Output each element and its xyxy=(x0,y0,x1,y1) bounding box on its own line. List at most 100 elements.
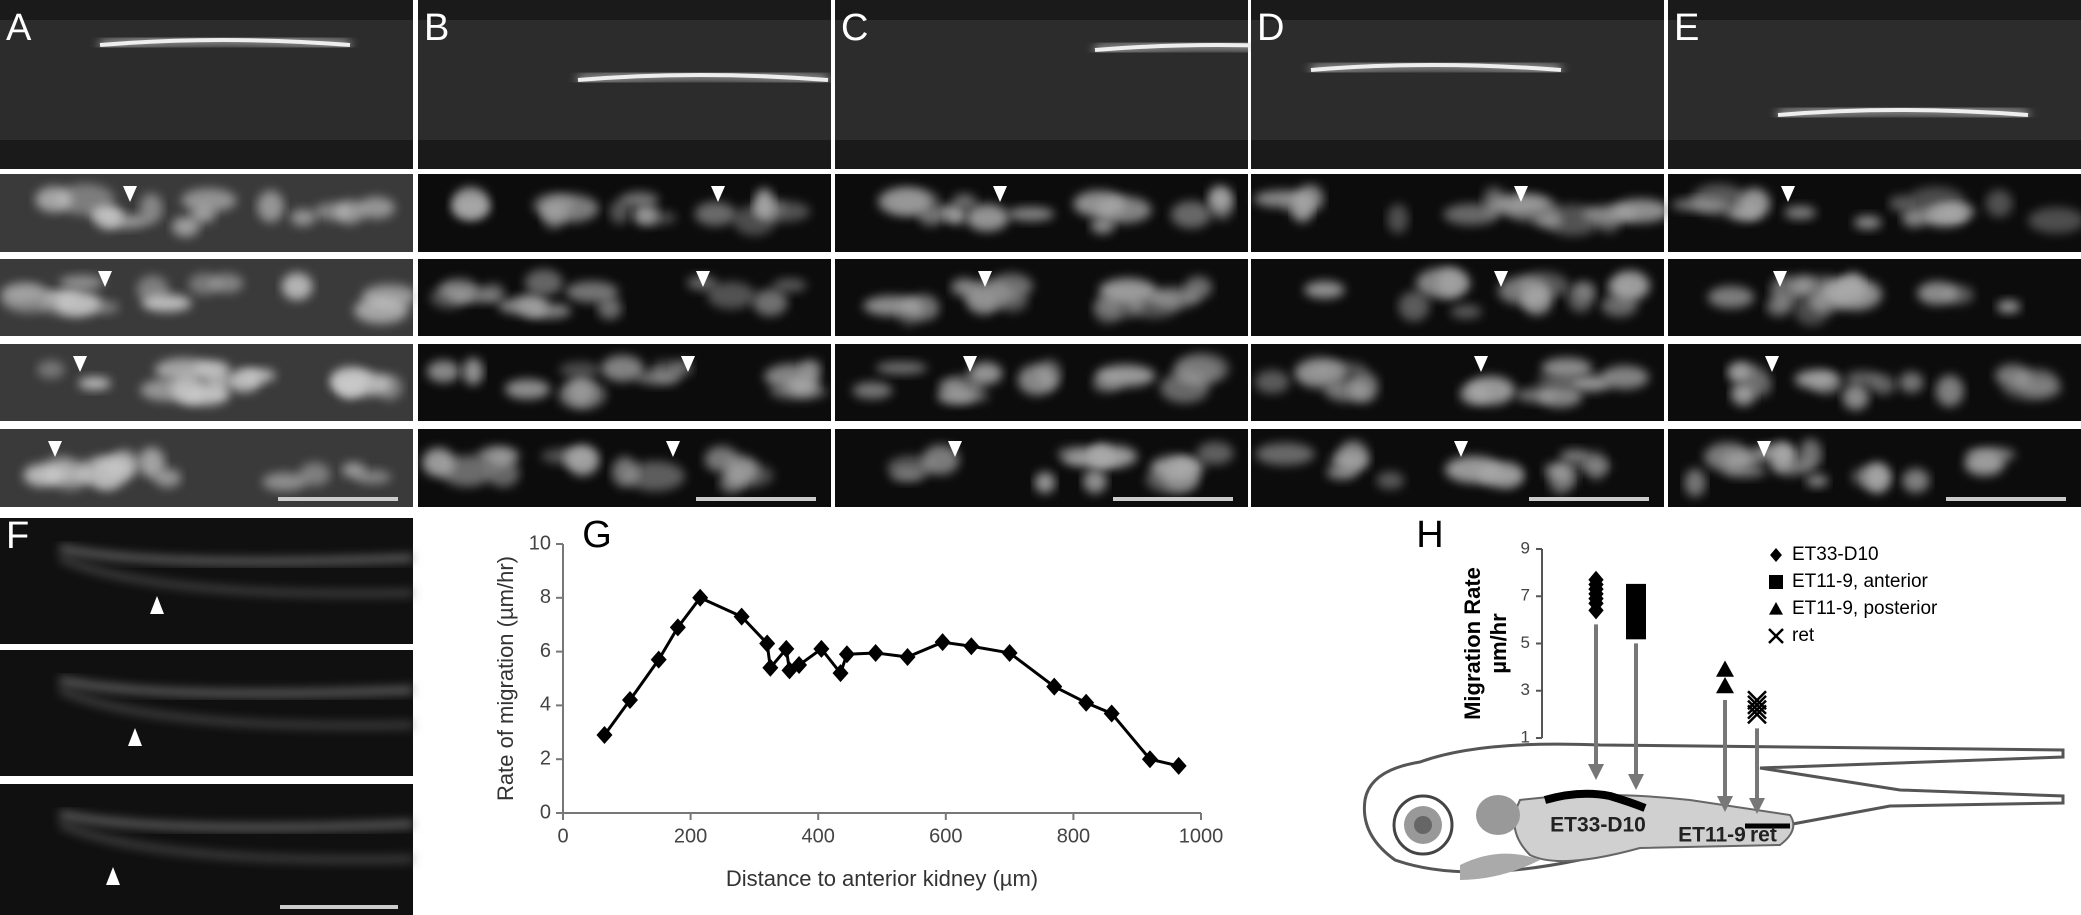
cell-signal xyxy=(1610,270,1650,301)
cell-signal xyxy=(1611,198,1670,223)
y-tick-label: 9 xyxy=(1521,538,1530,557)
cell-signal xyxy=(462,358,484,385)
cell-signal xyxy=(863,295,921,316)
cell-signal xyxy=(966,285,1001,315)
cell-signal xyxy=(290,209,316,226)
cell-signal xyxy=(937,388,976,405)
vessel xyxy=(59,556,414,596)
y-tick-label: 1 xyxy=(1521,727,1530,746)
cell-signal xyxy=(1292,198,1313,223)
cell-signal xyxy=(1376,471,1405,490)
panel-label: E xyxy=(1674,7,1699,49)
cell-signal xyxy=(181,188,237,213)
fish-diagram xyxy=(1362,742,2065,880)
cell-signal xyxy=(78,456,134,488)
cell-signal xyxy=(852,382,893,399)
cell-signal xyxy=(426,360,460,383)
cell-signal xyxy=(90,206,124,222)
cell-signal xyxy=(78,377,111,390)
legend-label: ET11-9, anterior xyxy=(1792,571,1929,592)
cell-signal xyxy=(357,196,396,219)
cell-signal xyxy=(922,444,960,475)
cell-signal xyxy=(1600,365,1649,389)
data-point xyxy=(867,643,884,662)
cell-signal xyxy=(565,281,619,303)
cell-signal xyxy=(559,361,601,379)
panel-label: H xyxy=(1416,514,1443,556)
data-point xyxy=(899,647,916,666)
cell-signal xyxy=(1148,287,1201,308)
cell-signal xyxy=(182,384,230,406)
arrowhead xyxy=(73,356,87,372)
arrowhead xyxy=(1757,441,1771,457)
cell-signal xyxy=(524,269,563,296)
y-tick-label: 6 xyxy=(540,640,551,662)
data-point xyxy=(621,691,638,710)
data-point xyxy=(1747,704,1767,725)
vessel xyxy=(59,545,414,564)
data-line xyxy=(603,596,1180,768)
cell-signal xyxy=(35,186,72,213)
legend-symbol xyxy=(1769,575,1783,589)
x-tick-label: 800 xyxy=(1057,825,1090,847)
cell-signal xyxy=(753,289,788,317)
arrowhead xyxy=(150,596,164,614)
cell-signal xyxy=(139,193,163,224)
overview-tissue xyxy=(835,20,1248,140)
cell-signal xyxy=(313,202,352,221)
cell-signal xyxy=(1601,294,1638,317)
cell-signal xyxy=(452,194,490,220)
cell-signal xyxy=(257,190,285,223)
data-point xyxy=(963,637,980,656)
cell-signal xyxy=(1964,452,2005,476)
panel-label: B xyxy=(424,7,449,49)
cell-signal xyxy=(1576,459,1612,473)
cell-signal xyxy=(1007,207,1055,222)
cell-signal xyxy=(1170,200,1212,229)
data-point xyxy=(1716,660,1734,677)
data-point xyxy=(650,650,667,669)
cell-signal xyxy=(965,204,1009,232)
x-tick-label: 400 xyxy=(802,825,835,847)
y-tick-label: 10 xyxy=(529,532,551,554)
cell-signal xyxy=(48,459,92,491)
cell-signal xyxy=(1062,450,1122,468)
cell-signal xyxy=(1920,207,1968,227)
panel-label: D xyxy=(1257,7,1284,49)
cell-signal xyxy=(1870,375,1896,395)
cell-signal xyxy=(1684,468,1706,497)
data-point xyxy=(733,607,750,626)
arrowhead xyxy=(993,186,1007,202)
cell-signal xyxy=(1597,211,1621,233)
data-point xyxy=(778,639,795,658)
labelled-tissue xyxy=(99,38,351,47)
legend-label: ET33-D10 xyxy=(1792,544,1879,565)
cell-signal xyxy=(138,447,165,478)
cell-signal xyxy=(951,193,977,210)
timelapse-frame xyxy=(0,784,413,915)
cell-signal xyxy=(1459,383,1490,405)
data-point xyxy=(1716,677,1734,694)
x-tick-label: 200 xyxy=(674,825,707,847)
arrowhead xyxy=(1474,356,1488,372)
cell-signal xyxy=(504,379,551,400)
cell-signal xyxy=(338,379,361,399)
cell-signal xyxy=(597,297,622,320)
labelled-tissue xyxy=(577,73,829,82)
x-tick-label: 1000 xyxy=(1179,825,1224,847)
overview-tissue xyxy=(1251,20,1664,140)
cell-signal xyxy=(1811,291,1836,311)
cell-signal xyxy=(498,297,546,314)
cell-signal xyxy=(1898,371,1924,393)
arrowhead xyxy=(1514,186,1528,202)
cell-signal xyxy=(1330,451,1368,470)
cell-signal xyxy=(997,290,1028,312)
arrowhead xyxy=(48,441,62,457)
data-point xyxy=(832,664,849,683)
cell-signal xyxy=(194,360,230,377)
y-tick-label: 5 xyxy=(1521,633,1530,652)
cell-signal xyxy=(1569,375,1611,392)
arrowhead xyxy=(1773,271,1787,287)
cell-signal xyxy=(1766,297,1792,317)
arrowhead xyxy=(696,271,710,287)
